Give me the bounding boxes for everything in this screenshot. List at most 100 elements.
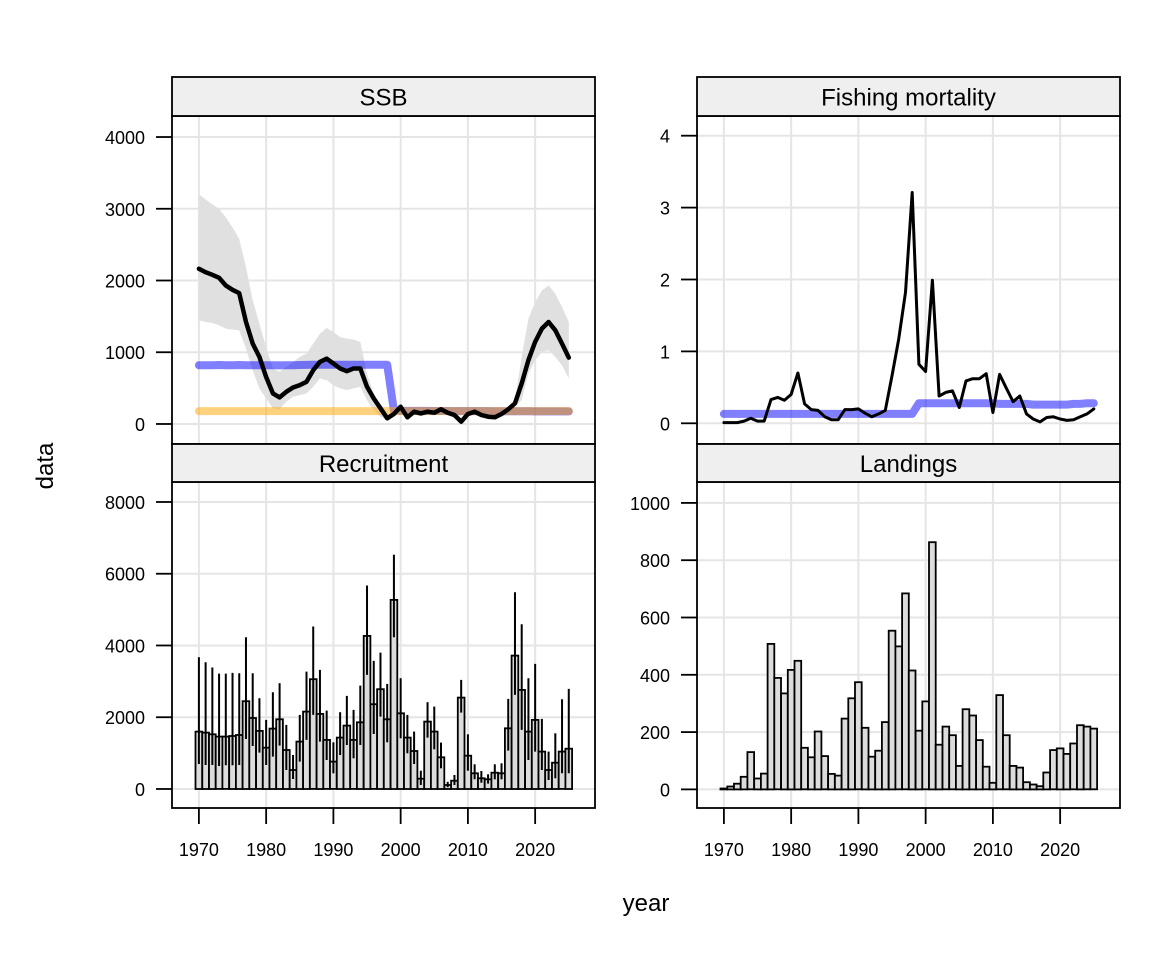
bar [1069,742,1078,791]
ssb-estimate-line [196,266,572,424]
y-tick-label: 1 [660,342,670,362]
plot-marks [719,191,1098,425]
y-tick-label: 4000 [105,128,145,148]
x-tick-label: 1980 [246,840,286,860]
y-tick-label: 800 [640,551,670,571]
x-tick-label: 2000 [906,840,946,860]
bar [961,708,971,791]
panel-fishing-mortality: Fishing mortality 0 1 2 3 4 [660,76,1121,445]
y-tick-label: 0 [660,780,670,800]
x-tick-label: 1970 [704,840,744,860]
plot-marks [719,541,1099,791]
bar [1055,747,1065,791]
x-tick-label: 2010 [448,840,488,860]
bar [773,677,782,791]
strip [171,76,596,117]
bar [1035,785,1045,791]
bar [1082,725,1092,791]
x-tick-label: 2010 [973,840,1013,860]
bar [719,787,729,791]
panel-ssb: SSB 0 1000 2000 3000 4000 [105,76,596,445]
strip [696,76,1121,117]
strip-label: Fishing mortality [821,85,996,112]
y-tick-label: 3000 [105,200,145,220]
bar [1022,781,1031,791]
y-tick-label: 1000 [105,343,145,363]
bar [921,700,930,791]
y-tick-label: 6000 [105,565,145,585]
strip [171,443,596,483]
bar [800,746,809,791]
strip [696,443,1121,483]
bar [1029,783,1038,791]
x-tick-label: 2020 [1040,840,1080,860]
panel-recruitment: Recruitment 0 2000 4000 6000 8000 1970 1980 1990… [105,443,596,860]
y-tick-label: 200 [640,723,670,743]
x-axis-title: year [623,890,670,917]
panel-landings: Landings 0 200 400 600 800 1000 1970 1980 1990 200… [630,443,1121,860]
bar [1015,766,1025,791]
y-tick-label: 400 [640,666,670,686]
bar [766,643,776,791]
bar [867,755,877,791]
bar [786,669,796,791]
bar [1049,749,1058,791]
x-tick-label: 1970 [179,840,219,860]
bar [760,772,769,791]
strip-label: Landings [860,451,957,478]
bar [1076,724,1085,791]
bar [854,681,863,791]
reference-line-blue [719,399,1098,418]
x-tick-label: 2000 [381,840,421,860]
bar [934,743,944,791]
bar [914,729,924,791]
bar [1002,734,1011,791]
y-tick-label: 4000 [105,636,145,656]
bar [753,777,762,791]
bar [820,755,830,791]
bar [807,756,816,791]
y-tick-label: 2 [660,270,670,290]
bar [847,697,856,791]
x-tick-label: 1990 [313,840,353,860]
bar [726,785,735,791]
bar [941,725,951,791]
bar [948,734,957,791]
y-tick-label: 0 [135,415,145,435]
bar [733,782,742,791]
bar [739,775,749,791]
plot-marks [194,194,573,424]
y-tick-label: 2000 [105,708,145,728]
y-tick-label: 600 [640,608,670,628]
bar [780,692,789,791]
bar [887,629,897,791]
bar [955,765,964,791]
strip-label: SSB [359,85,407,112]
bar [894,645,904,791]
bar [1008,765,1018,791]
bar [881,721,890,791]
bar [975,739,984,791]
bar [813,730,823,791]
y-tick-label: 1000 [630,494,670,514]
bar [988,781,998,791]
bar [968,714,978,791]
plot-marks [194,554,574,790]
fishing-mortality-line [722,191,1096,425]
bar [834,774,843,791]
y-tick-label: 8000 [105,493,145,513]
bar [746,751,756,791]
y-tick-label: 2000 [105,272,145,292]
bar [928,541,937,791]
x-tick-label: 1980 [771,840,811,860]
y-tick-label: 0 [135,780,145,800]
bar [840,717,850,791]
bar [827,773,836,791]
y-axis-title: data [32,442,59,489]
strip-label: Recruitment [319,451,449,478]
bar [907,669,917,791]
x-tick-label: 1990 [838,840,878,860]
bar [860,726,870,791]
y-tick-label: 0 [660,414,670,434]
